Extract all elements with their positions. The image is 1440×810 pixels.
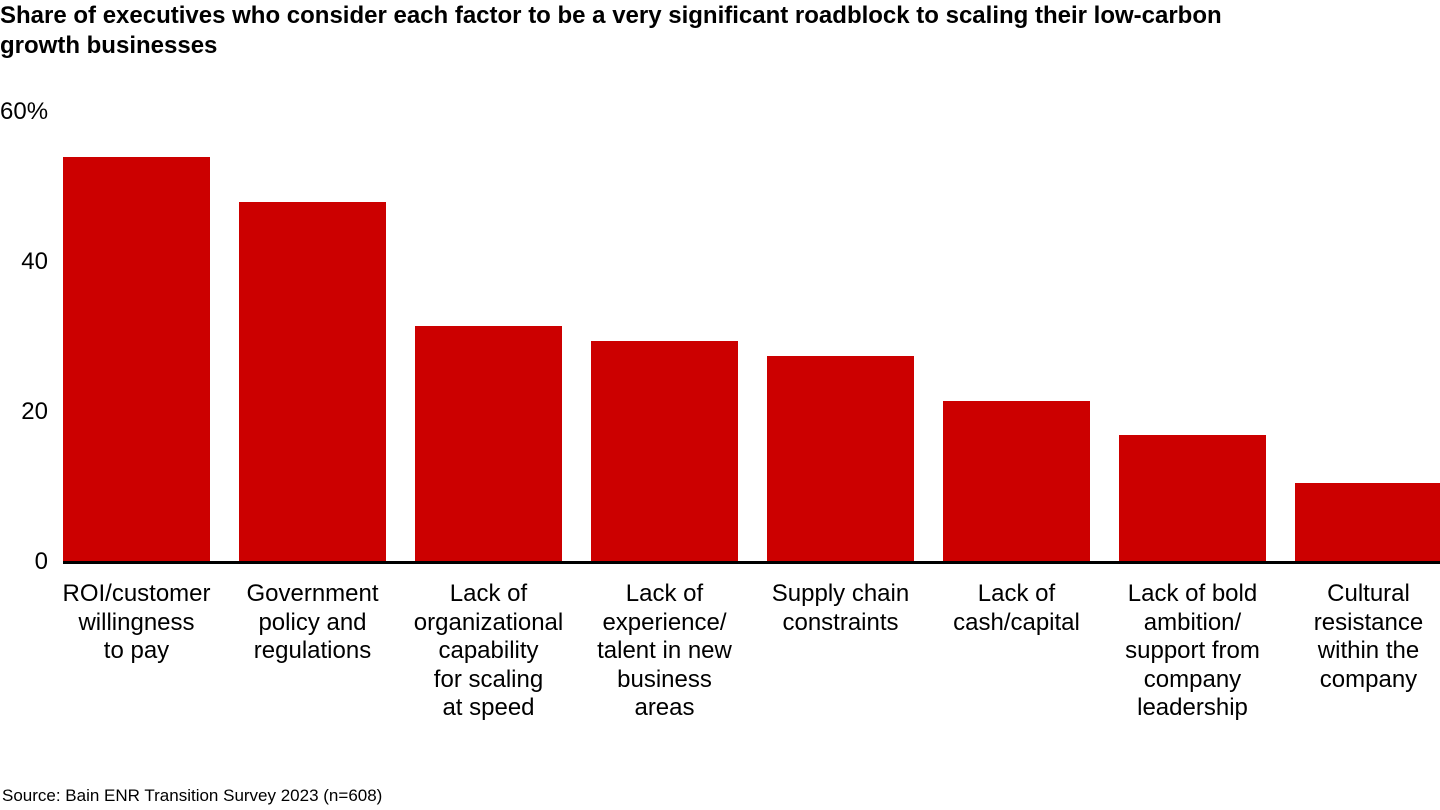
- x-axis-category-label: Cultural resistance within the company: [1313, 580, 1424, 693]
- x-axis-category-label: Government policy and regulations: [246, 580, 379, 664]
- bar: [415, 325, 562, 562]
- x-axis-category-label: Lack of bold ambition/support from company…: [1125, 580, 1260, 721]
- plot-area: [63, 112, 1440, 562]
- source-note: Source: Bain ENR Transition Survey 2023 …: [2, 786, 383, 805]
- x-axis-category-label: Lack of experience/talent in new business a…: [597, 580, 732, 721]
- x-axis-category-label: Supply chain constraints: [771, 580, 910, 636]
- bar: [767, 355, 914, 562]
- y-axis-tick-label: 60%: [0, 98, 49, 125]
- x-axis-category-label: ROI/customer willingness to pay: [62, 580, 211, 664]
- y-axis-tick-label: 40: [21, 248, 48, 275]
- bar: [63, 157, 210, 562]
- bar: [239, 202, 386, 562]
- bar: [1295, 483, 1440, 562]
- y-axis-tick-label: 0: [34, 548, 48, 575]
- bar: [943, 400, 1090, 562]
- x-axis-category-label: Lack of cash/capital: [953, 580, 1080, 636]
- x-axis-category-label: Lack of organizational capability for scali…: [413, 580, 564, 721]
- y-axis-tick-label: 20: [21, 398, 48, 425]
- chart-title: Share of executives who consider each fa…: [0, 2, 1222, 59]
- bar: [1119, 434, 1266, 562]
- bar: [591, 340, 738, 562]
- x-axis-line: [63, 561, 1440, 564]
